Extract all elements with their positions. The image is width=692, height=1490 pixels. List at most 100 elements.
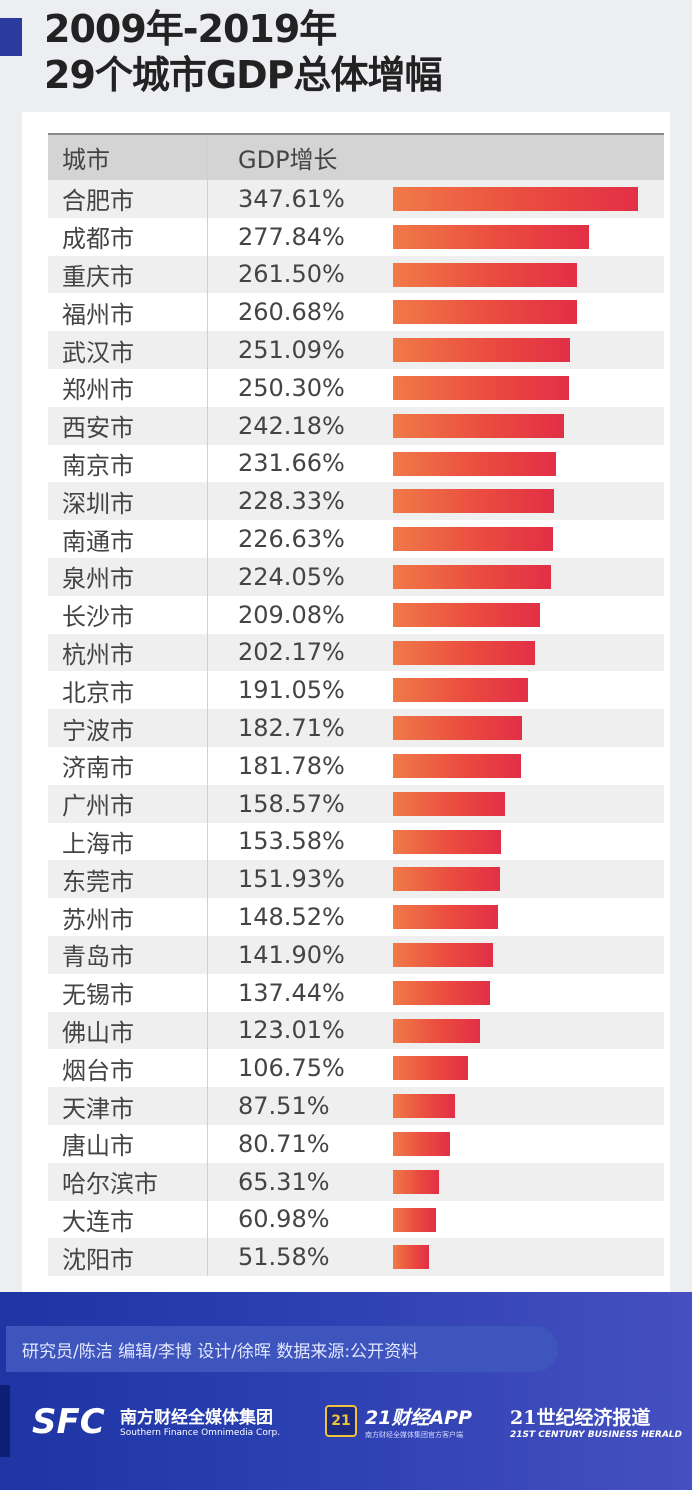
table-row: 成都市 277.84% <box>48 217 664 256</box>
growth-value-label: 242.18% <box>238 411 345 440</box>
growth-bar <box>393 791 505 816</box>
herald-name-cn: 21世纪经济报道 <box>510 1407 651 1429</box>
growth-bar <box>393 262 578 287</box>
sfc-logo-text: SFC <box>32 1402 105 1441</box>
app-badge-icon: 21 <box>325 1405 357 1437</box>
growth-value-label: 158.57% <box>238 789 345 818</box>
growth-value-label: 226.63% <box>238 525 345 554</box>
table-row: 深圳市 228.33% <box>48 482 664 521</box>
table-row: 郑州市 250.30% <box>48 368 664 407</box>
bar-track <box>393 678 653 703</box>
table-row: 唐山市 80.71% <box>48 1124 664 1163</box>
sfc-name-cn: 南方财经全媒体集团 <box>120 1408 273 1428</box>
herald-name-en: 21ST CENTURY BUSINESS HERALD <box>510 1430 683 1440</box>
growth-value-label: 209.08% <box>238 600 345 629</box>
bar-track <box>393 413 653 438</box>
bar-track <box>393 262 653 287</box>
growth-bar <box>393 1207 436 1232</box>
growth-value-label: 60.98% <box>238 1205 330 1234</box>
growth-bar <box>393 753 522 778</box>
growth-bar <box>393 829 502 854</box>
growth-bar <box>393 1131 450 1156</box>
title-line-2: 29个城市GDP总体增幅 <box>44 53 442 97</box>
growth-value-label: 251.09% <box>238 336 345 365</box>
growth-bar <box>393 224 589 249</box>
growth-bar <box>393 338 570 363</box>
bar-track <box>393 942 653 967</box>
city-label: 北京市 <box>48 671 208 710</box>
city-label: 武汉市 <box>48 331 208 369</box>
bar-track <box>393 1131 653 1156</box>
growth-value-label: 250.30% <box>238 373 345 402</box>
growth-bar <box>393 451 557 476</box>
growth-bar <box>393 187 638 211</box>
city-label: 福州市 <box>48 293 208 332</box>
bar-track <box>393 1018 653 1043</box>
city-label: 烟台市 <box>48 1049 208 1088</box>
growth-value-label: 347.61% <box>238 184 345 213</box>
title-line-1: 2009年-2019年 <box>44 7 337 51</box>
bar-track <box>393 905 653 930</box>
growth-bar <box>393 413 564 438</box>
city-label: 合肥市 <box>48 180 208 218</box>
bar-track <box>393 716 653 741</box>
table-row: 宁波市 182.71% <box>48 709 664 747</box>
footer-logos: SFC 南方财经全媒体集团 Southern Finance Omnimedia… <box>0 1385 692 1465</box>
growth-bar <box>393 564 551 589</box>
table-row: 青岛市 141.90% <box>48 935 664 974</box>
table-row: 无锡市 137.44% <box>48 973 664 1012</box>
city-label: 无锡市 <box>48 973 208 1012</box>
table-rows: 合肥市 347.61% 成都市 277.84% 重庆市 261.50% 福州市 260.68%… <box>48 180 664 1277</box>
herald-logo: 21世纪经济报道 21ST CENTURY BUSINESS HERALD <box>510 1403 682 1440</box>
growth-bar <box>393 1094 455 1119</box>
city-label: 南京市 <box>48 444 208 483</box>
bar-track <box>393 829 653 854</box>
growth-bar <box>393 716 522 741</box>
city-label: 济南市 <box>48 746 208 785</box>
growth-value-label: 181.78% <box>238 751 345 780</box>
growth-value-label: 202.17% <box>238 638 345 667</box>
growth-value-label: 231.66% <box>238 449 345 478</box>
bar-track <box>393 564 653 589</box>
growth-bar <box>393 678 528 703</box>
bar-track <box>393 300 653 325</box>
growth-bar <box>393 602 541 627</box>
table-row: 武汉市 251.09% <box>48 331 664 369</box>
bar-track <box>393 640 653 665</box>
city-label: 南通市 <box>48 520 208 558</box>
city-label: 上海市 <box>48 822 208 861</box>
growth-bar <box>393 640 536 665</box>
growth-bar <box>393 300 577 325</box>
city-label: 苏州市 <box>48 898 208 936</box>
sfc-name-en: Southern Finance Omnimedia Corp. <box>120 1428 281 1438</box>
city-label: 成都市 <box>48 217 208 256</box>
growth-bar <box>393 905 498 930</box>
city-label: 青岛市 <box>48 935 208 974</box>
title-accent-bar <box>0 18 22 56</box>
chart-title: 2009年-2019年 29个城市GDP总体增幅 <box>44 6 442 98</box>
header-gdp-growth: GDP增长 <box>238 146 338 174</box>
growth-value-label: 80.71% <box>238 1129 330 1158</box>
growth-value-label: 123.01% <box>238 1016 345 1045</box>
growth-value-label: 137.44% <box>238 978 345 1007</box>
sfc-name: 南方财经全媒体集团 Southern Finance Omnimedia Cor… <box>120 1403 280 1438</box>
growth-value-label: 224.05% <box>238 562 345 591</box>
city-label: 泉州市 <box>48 557 208 596</box>
city-label: 唐山市 <box>48 1124 208 1163</box>
growth-bar <box>393 1169 440 1194</box>
header-city: 城市 <box>48 135 208 180</box>
growth-value-label: 191.05% <box>238 676 345 705</box>
city-label: 长沙市 <box>48 595 208 634</box>
growth-value-label: 51.58% <box>238 1243 330 1272</box>
table-row: 沈阳市 51.58% <box>48 1238 664 1277</box>
growth-value-label: 260.68% <box>238 298 345 327</box>
city-label: 大连市 <box>48 1200 208 1239</box>
growth-value-label: 228.33% <box>238 487 345 516</box>
table-row: 西安市 242.18% <box>48 406 664 445</box>
city-label: 哈尔滨市 <box>48 1162 208 1201</box>
bar-track <box>393 527 653 552</box>
bar-track <box>393 375 653 400</box>
growth-value-label: 151.93% <box>238 865 345 894</box>
growth-bar <box>393 1018 480 1043</box>
growth-value-label: 277.84% <box>238 222 345 251</box>
